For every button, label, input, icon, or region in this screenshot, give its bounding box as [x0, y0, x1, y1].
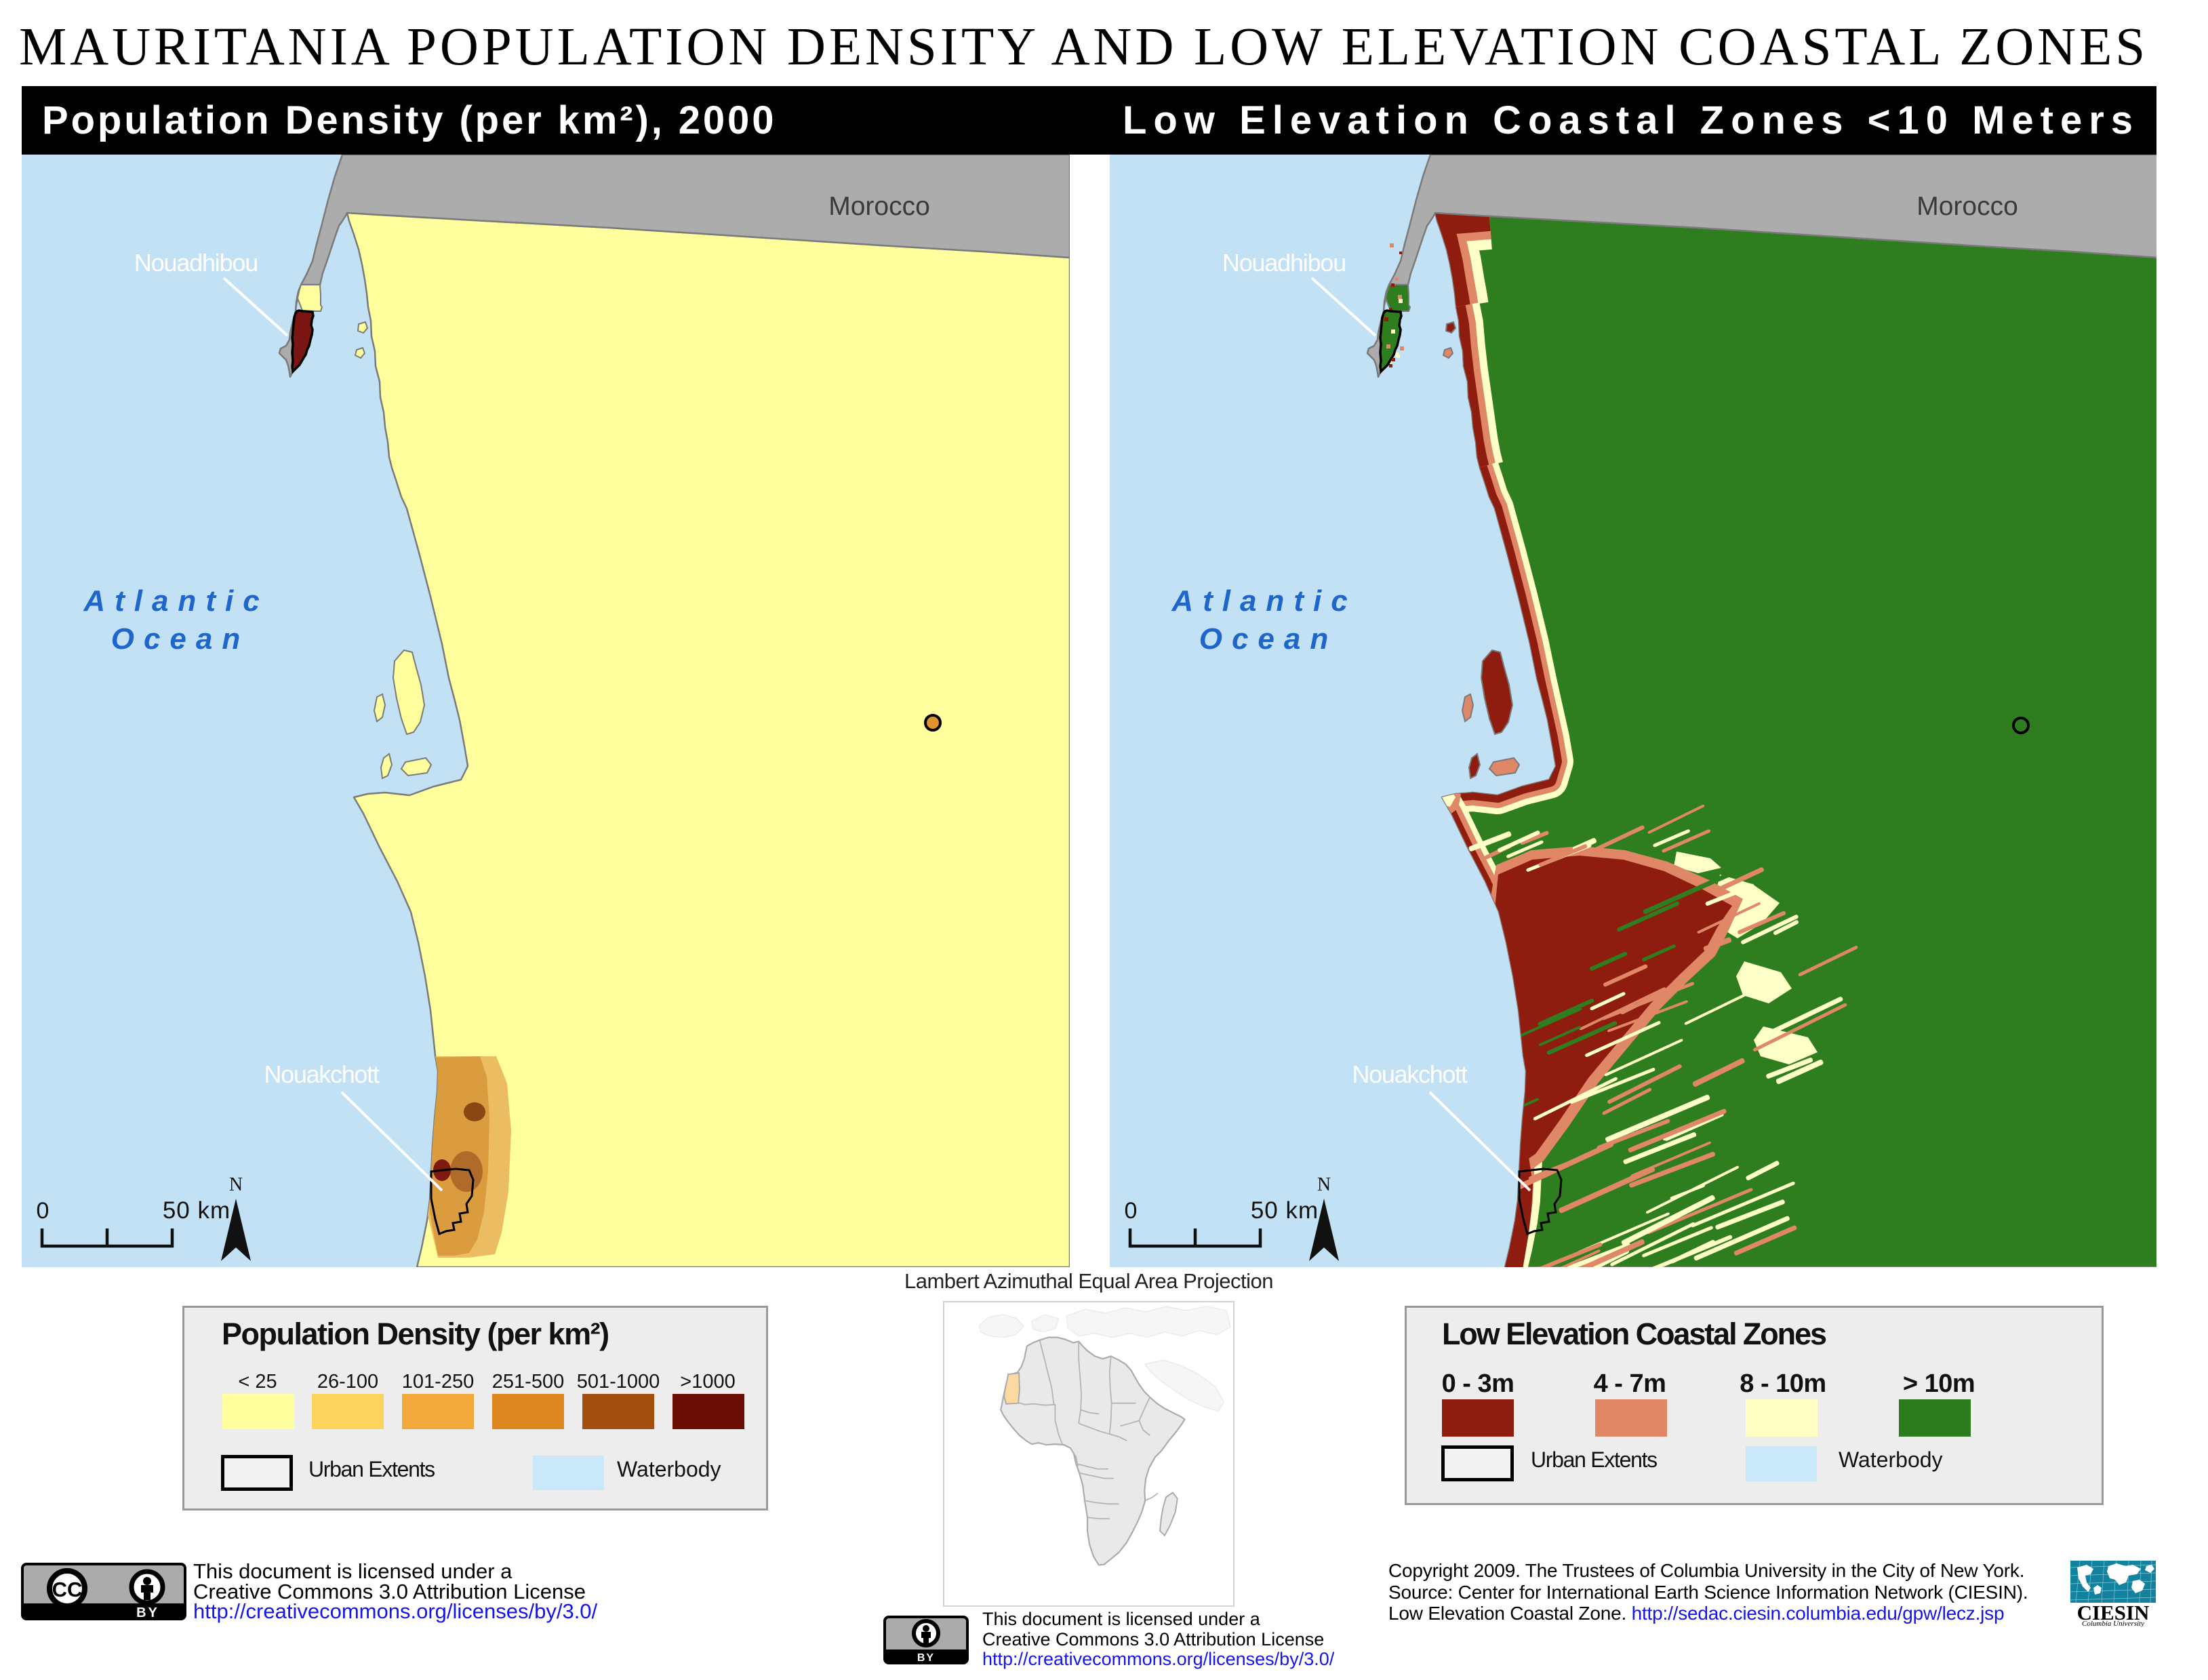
svg-text:Nouakchott: Nouakchott	[264, 1060, 379, 1088]
svg-text:N: N	[1317, 1174, 1331, 1195]
svg-text:BY: BY	[917, 1652, 935, 1664]
svg-text:Atlantic: Atlantic	[83, 584, 268, 618]
svg-text:Morocco: Morocco	[828, 192, 930, 221]
svg-text:50 km: 50 km	[1251, 1197, 1319, 1224]
svg-text:N: N	[229, 1174, 243, 1195]
svg-text:Morocco: Morocco	[1916, 192, 2018, 221]
svg-text:CC: CC	[52, 1578, 83, 1601]
svg-text:Nouakchott: Nouakchott	[1352, 1060, 1467, 1088]
svg-text:Nouadhibou: Nouadhibou	[1222, 249, 1346, 277]
svg-text:Columbia University: Columbia University	[2082, 1620, 2144, 1627]
svg-text:Atlantic: Atlantic	[1171, 584, 1357, 618]
svg-text:BY: BY	[136, 1605, 159, 1620]
svg-text:Nouadhibou: Nouadhibou	[134, 249, 258, 277]
svg-text:Ocean: Ocean	[1199, 622, 1338, 656]
svg-text:50 km: 50 km	[163, 1197, 230, 1224]
svg-text:0: 0	[1125, 1198, 1138, 1224]
svg-text:Ocean: Ocean	[111, 622, 250, 656]
svg-text:CIESIN: CIESIN	[2077, 1601, 2150, 1624]
svg-text:0: 0	[37, 1198, 49, 1224]
